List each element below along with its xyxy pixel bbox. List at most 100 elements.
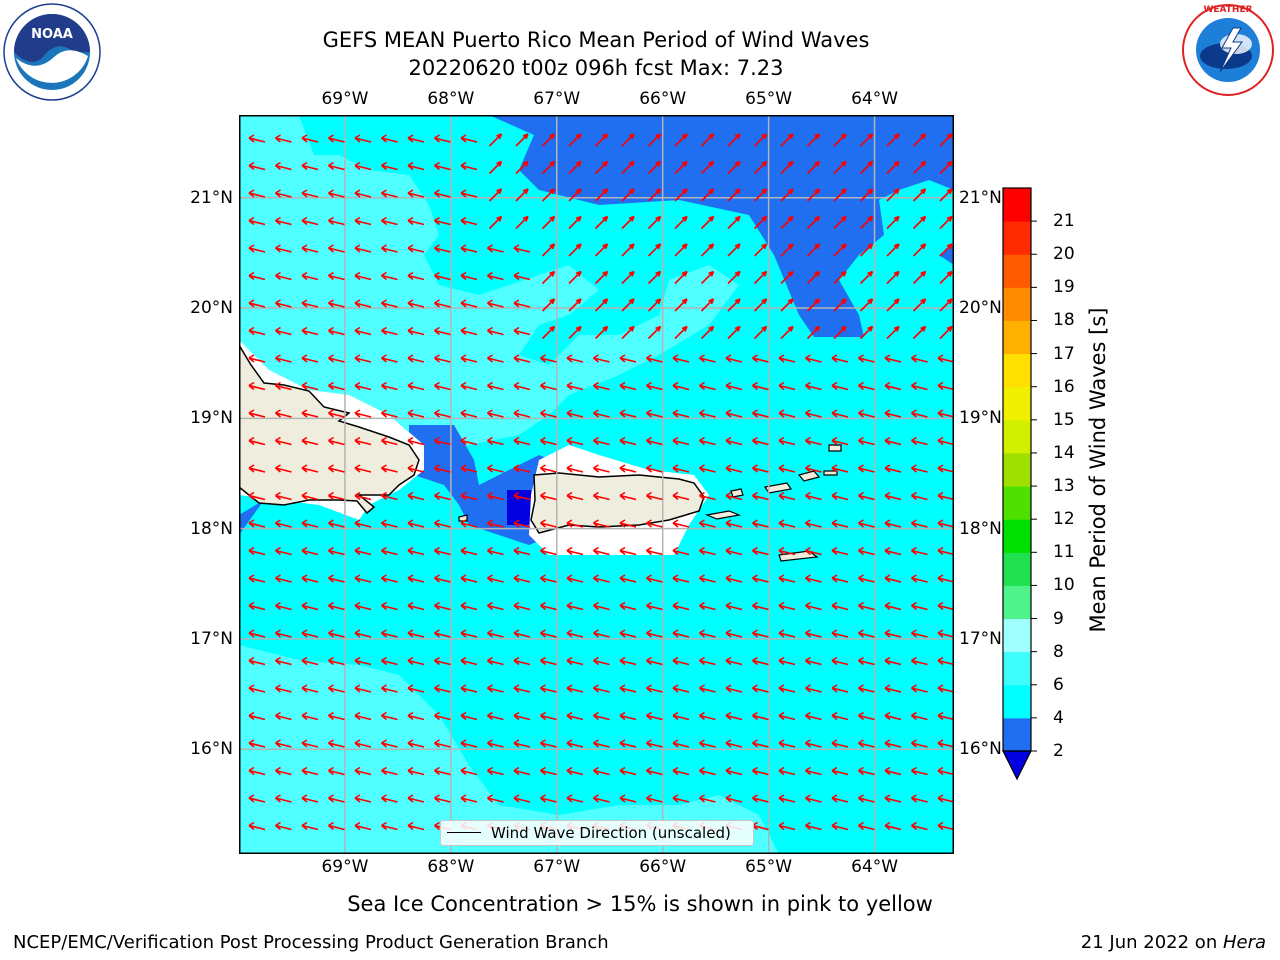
wind-arrow — [275, 436, 292, 446]
wind-arrow — [460, 574, 478, 583]
wind-arrow — [513, 656, 531, 666]
wind-arrow — [911, 574, 928, 583]
wind-arrow — [594, 270, 609, 285]
wind-arrow — [248, 216, 266, 226]
wind-arrow — [805, 491, 822, 501]
wind-arrow — [752, 519, 769, 528]
wind-arrow — [381, 821, 398, 831]
wind-arrow — [541, 270, 556, 285]
wind-arrow — [725, 354, 743, 363]
colorbar-tick-label: 14 — [1053, 442, 1075, 463]
wind-arrow — [911, 436, 928, 446]
wind-arrow — [407, 134, 425, 143]
wind-arrow — [752, 409, 769, 418]
wind-arrow — [566, 574, 584, 583]
wind-arrow — [434, 546, 451, 556]
lat-tick-left: 21°N — [190, 187, 233, 208]
land-island — [458, 514, 468, 522]
map-border — [239, 115, 954, 854]
map-legend: Wind Wave Direction (unscaled) — [440, 820, 754, 846]
wind-arrow — [725, 684, 743, 693]
wind-arrow — [248, 464, 266, 473]
wind-arrow — [328, 216, 345, 226]
wind-arrow — [831, 684, 849, 693]
wind-arrow — [911, 821, 928, 831]
wind-arrow — [646, 794, 663, 803]
wind-arrow — [460, 216, 478, 226]
wind-arrow — [858, 546, 875, 556]
lon-tick-top: 69°W — [321, 89, 369, 109]
wind-arrow — [753, 270, 768, 285]
wind-arrow — [594, 298, 609, 312]
colorbar-tick-label: 9 — [1053, 608, 1064, 629]
wind-arrow — [275, 629, 292, 638]
wind-arrow — [275, 656, 292, 666]
land-island — [823, 470, 838, 476]
wind-arrow — [778, 794, 796, 803]
chart-title-line2: 20220620 t00z 096h fcst Max: 7.23 — [408, 56, 784, 80]
lat-tick-right: 20°N — [959, 298, 1002, 319]
wind-arrow — [301, 326, 319, 336]
wind-arrow — [354, 299, 372, 308]
land-island — [763, 482, 793, 494]
wind-arrow — [911, 601, 928, 611]
wind-arrow — [275, 491, 292, 501]
wind-arrow — [275, 546, 292, 556]
colorbar-segment — [1003, 618, 1031, 653]
chart-title-line1: GEFS MEAN Puerto Rico Mean Period of Win… — [322, 28, 870, 52]
wind-arrow — [460, 601, 478, 611]
wind-arrow — [488, 215, 503, 230]
wind-arrow — [434, 271, 451, 281]
colorbar-segment — [1003, 684, 1031, 719]
wind-arrow — [301, 519, 319, 528]
wind-arrow — [805, 519, 822, 528]
wind-arrow — [833, 325, 847, 340]
wind-arrow — [248, 326, 266, 336]
wind-arrow — [886, 215, 900, 230]
wind-arrow — [699, 354, 716, 363]
wind-arrow — [593, 354, 610, 363]
wind-arrow — [884, 766, 902, 776]
wind-arrow — [434, 739, 451, 748]
colorbar-tick-label: 6 — [1053, 674, 1064, 695]
wind-arrow — [911, 519, 928, 528]
wind-arrow — [328, 656, 345, 666]
wind-arrow — [806, 188, 821, 202]
wind-arrow — [805, 739, 822, 748]
wind-arrow — [699, 766, 716, 776]
wind-arrow — [513, 546, 531, 556]
wind-arrow — [939, 160, 953, 175]
wind-arrow — [886, 325, 900, 340]
wind-arrow — [647, 133, 662, 147]
wind-arrow — [725, 464, 743, 473]
wind-arrow — [778, 436, 796, 446]
wind-arrow — [434, 409, 451, 418]
wind-arrow — [540, 739, 557, 748]
wind-arrow — [725, 656, 743, 666]
wind-arrow — [699, 381, 716, 391]
wind-arrow — [672, 684, 690, 693]
wind-arrow — [568, 215, 582, 230]
wind-arrow — [328, 519, 345, 528]
wind-arrow — [460, 656, 478, 666]
wind-arrow — [805, 684, 822, 693]
wind-arrow — [619, 546, 637, 556]
wind-arrow — [541, 188, 556, 202]
land-island — [778, 550, 819, 562]
colorbar-segment — [1003, 419, 1031, 454]
wind-arrow — [937, 629, 954, 638]
wind-arrow — [566, 436, 584, 446]
colorbar-segment — [1003, 353, 1031, 388]
wind-arrow — [937, 491, 954, 501]
wind-arrow — [699, 574, 716, 583]
wind-wave-period-map[interactable] — [239, 115, 954, 854]
wind-arrow — [752, 354, 769, 363]
wind-arrow — [621, 160, 635, 175]
lon-tick-bottom: 67°W — [533, 857, 581, 877]
wind-arrow — [806, 325, 821, 340]
wind-arrow — [328, 189, 345, 198]
wind-arrow — [540, 354, 557, 363]
colorbar-segment — [1003, 320, 1031, 355]
wind-arrow — [725, 491, 743, 501]
wind-arrow — [594, 243, 609, 257]
